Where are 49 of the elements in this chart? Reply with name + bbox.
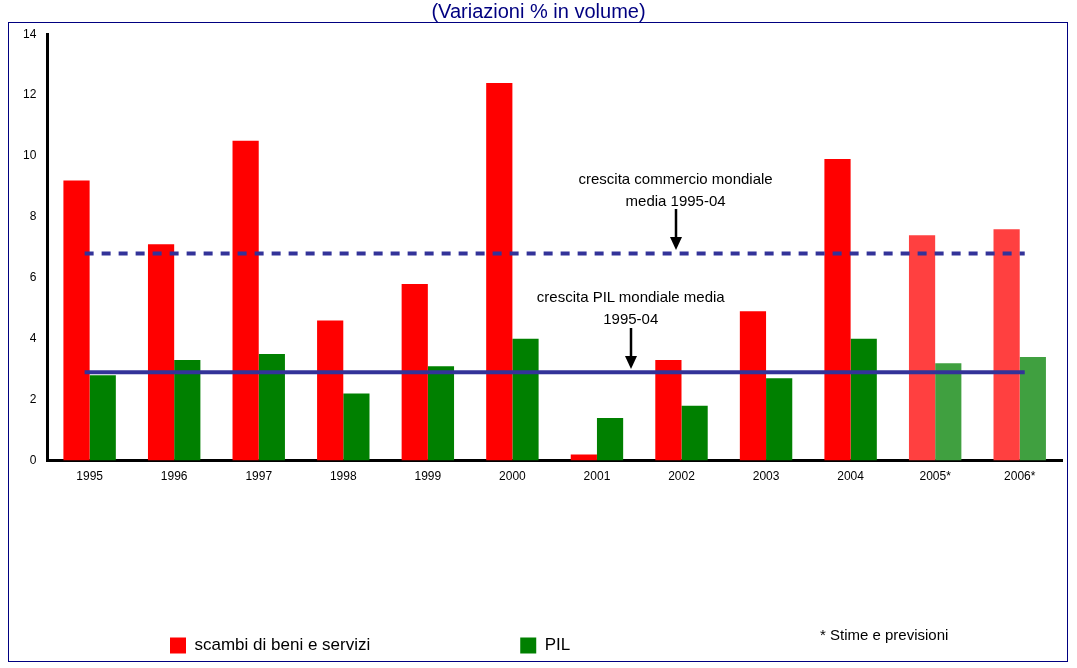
bar [63,180,90,461]
bar [512,338,539,461]
x-tick-label: 1997 [245,469,273,484]
x-tick-label: 2004 [837,469,865,484]
bar [147,244,175,461]
bar [739,311,767,461]
bar [232,140,259,461]
legend-label: scambi di beni e servizi [194,635,371,655]
bar [1019,357,1046,461]
chart-title: (Variazioni % in volume) [430,0,647,22]
y-tick-label: 8 [29,209,37,224]
bar [89,375,116,461]
bar [655,360,682,461]
bar [993,229,1020,461]
x-tick-label: 2006* [1004,469,1036,484]
y-tick-label: 4 [29,331,37,346]
bar [596,417,624,461]
y-tick-label: 14 [22,26,37,41]
bar [681,405,708,461]
bar [401,283,428,461]
bar [343,393,370,461]
x-tick-label: 1996 [160,469,188,484]
x-tick-label: 2005* [919,469,952,484]
x-tick-label: 1999 [414,469,442,484]
x-tick-label: 1995 [76,469,104,484]
y-tick-label: 0 [29,452,37,467]
ref-line-label: crescita commercio mondiale media 1995-04 [578,169,773,209]
bar [850,338,877,461]
x-tick-label: 2003 [752,469,780,484]
bar [766,378,793,461]
x-tick-label: 1998 [329,469,357,484]
x-tick-label: 2000 [499,469,527,484]
bar [174,360,201,461]
bar [258,354,285,461]
y-tick-label: 10 [22,148,37,163]
y-tick-label: 12 [22,87,37,102]
bar [908,235,936,461]
bar [427,366,455,461]
y-tick-label: 6 [29,270,37,285]
text: * Stime e previsioni [820,626,949,643]
y-tick-label: 2 [29,392,37,406]
bar [486,82,513,461]
bar [935,363,962,461]
legend-label: PIL [544,635,571,655]
ref-line-label: crescita PIL mondiale media 1995-04 [536,288,726,328]
bar [824,159,851,461]
x-tick-label: 2002 [668,469,696,484]
x-tick-label: 2001 [583,469,611,484]
bar [317,320,344,461]
